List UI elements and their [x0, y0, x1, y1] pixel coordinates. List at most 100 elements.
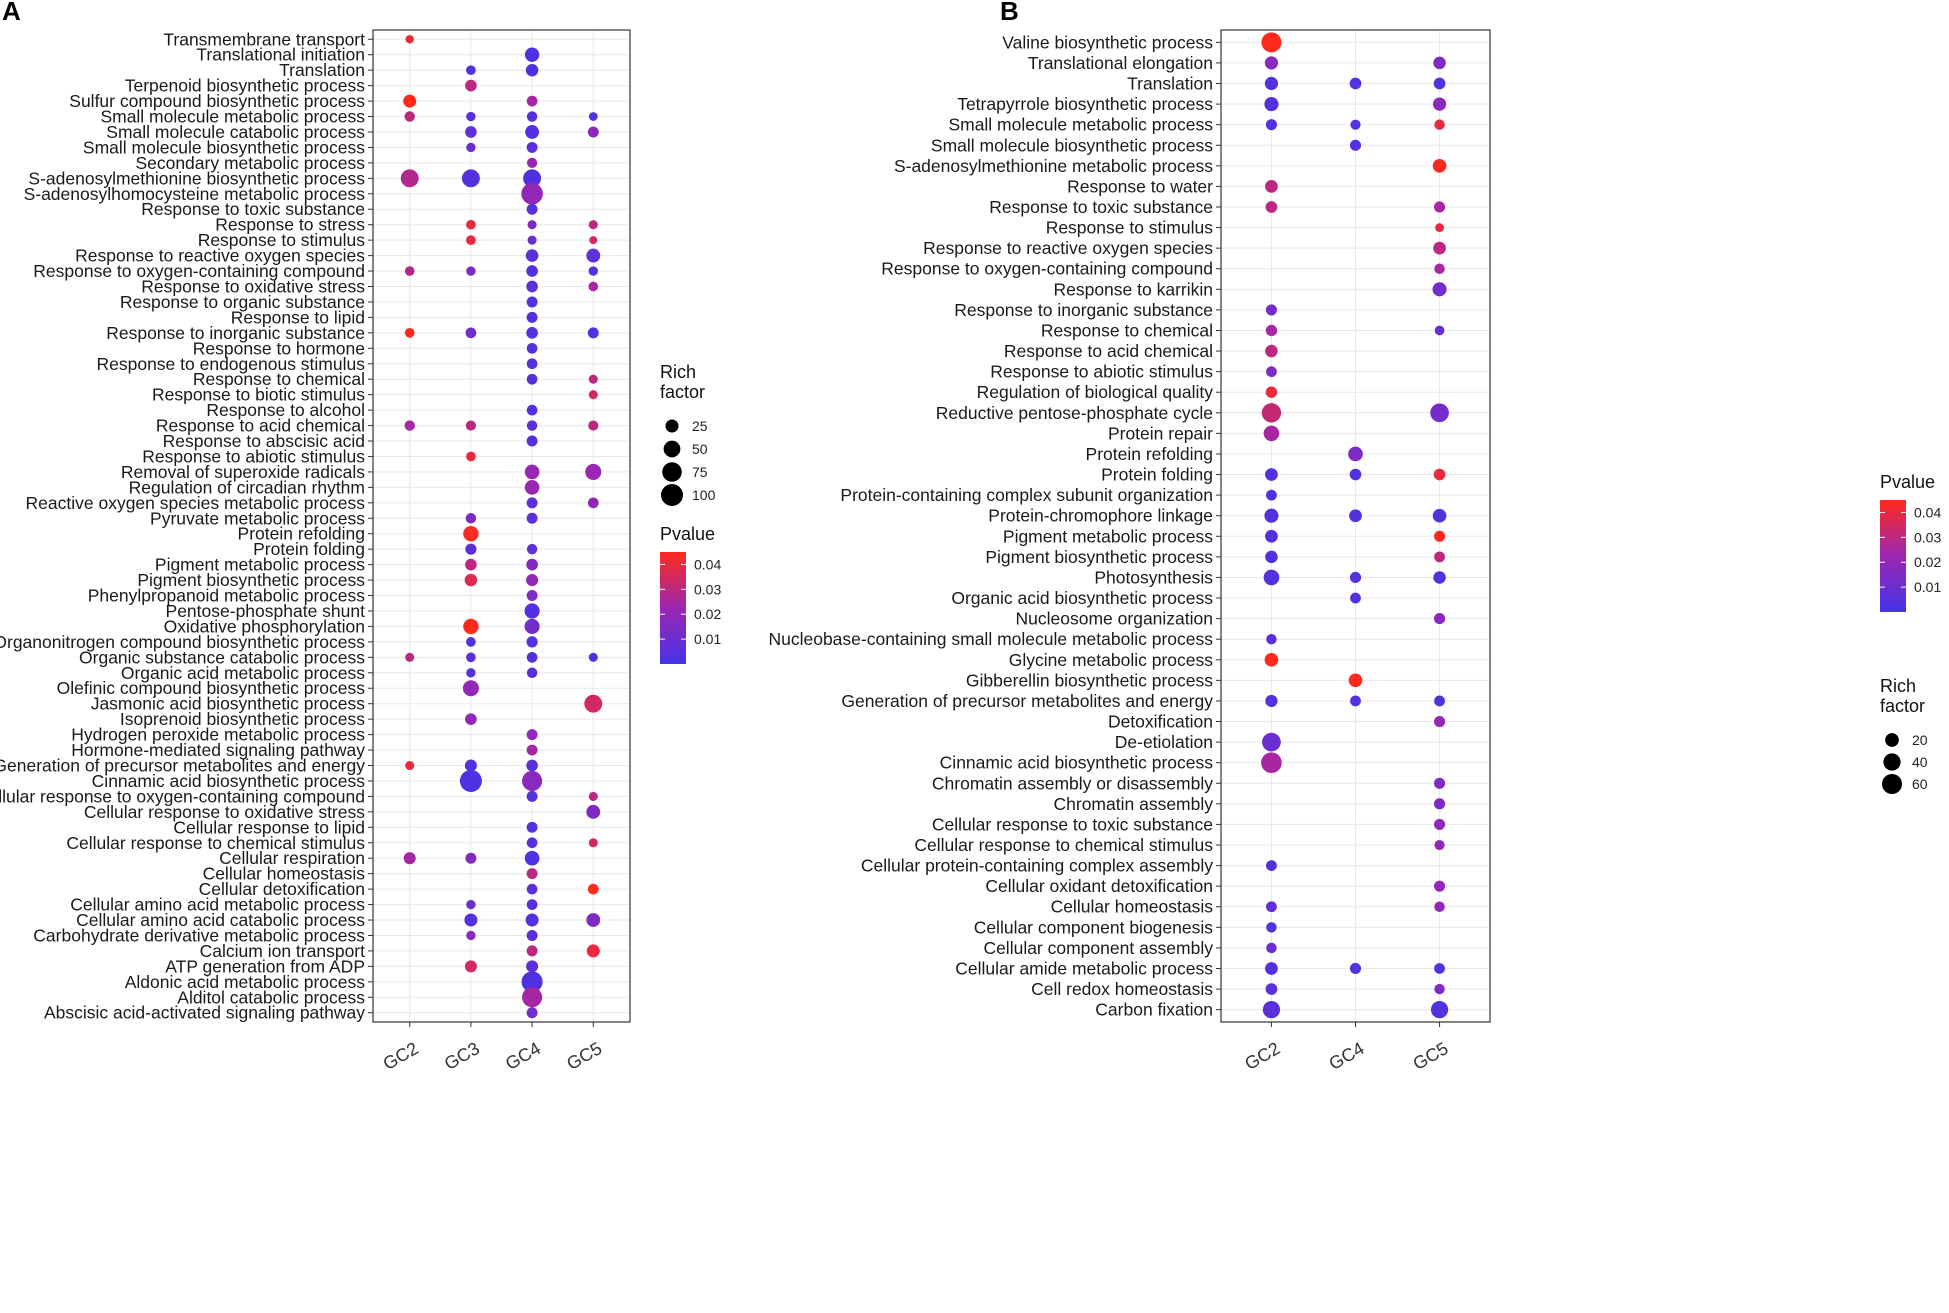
data-point [1434, 983, 1445, 995]
data-point [1265, 119, 1277, 131]
y-tick-label: Protein folding [253, 539, 365, 559]
color-legend: Pvalue 0.04 0.03 0.02 0.01 [660, 524, 721, 664]
data-point [461, 169, 480, 188]
data-point [1349, 77, 1362, 90]
y-tick-label: Generation of precursor metabolites and … [0, 756, 365, 776]
y-tick-label: Cellular response to oxidative stress [84, 802, 365, 822]
y-tick-label: Tetrapyrrole biosynthetic process [957, 94, 1213, 114]
y-tick-label: Translational initiation [196, 45, 365, 65]
y-tick-label: Response to abscisic acid [163, 431, 365, 451]
data-point [586, 248, 601, 263]
y-tick-label: Cellular protein-containing complex asse… [861, 856, 1213, 876]
data-point [1434, 695, 1445, 707]
panel-label-A: A [2, 0, 21, 26]
data-point [1430, 1001, 1449, 1019]
y-tick-label: Abscisic acid-activated signaling pathwa… [44, 1003, 365, 1023]
data-point [1432, 159, 1447, 173]
x-tick-label: GC5 [563, 1038, 605, 1074]
color-legend-label: 0.01 [694, 631, 721, 647]
y-tick-label: Olefinic compound biosynthetic process [57, 678, 366, 698]
data-point [523, 169, 542, 188]
data-point [1266, 366, 1277, 378]
data-point [466, 142, 476, 153]
data-point [465, 713, 477, 725]
data-point [466, 668, 476, 678]
data-point [588, 281, 599, 292]
y-tick-label: Protein folding [1101, 465, 1213, 485]
data-points [400, 35, 603, 1019]
y-tick-label: Detoxification [1108, 712, 1213, 732]
y-tick-label: Carbon fixation [1095, 1000, 1213, 1020]
y-tick-label: Reductive pentose-phosphate cycle [936, 403, 1213, 423]
y-tick-label: Translation [279, 60, 365, 80]
y-tick-label: Response to hormone [193, 338, 365, 358]
data-point [404, 420, 415, 431]
data-point [1434, 201, 1446, 213]
color-legend-label: 0.01 [1914, 579, 1941, 595]
color-legend-title: Pvalue [660, 524, 715, 544]
data-point [466, 652, 476, 663]
data-point [526, 558, 538, 571]
data-point [1261, 32, 1282, 53]
y-tick-label: Hormone-mediated signaling pathway [71, 740, 365, 760]
data-point [466, 65, 476, 76]
data-point [524, 850, 540, 866]
size-legend-label: 40 [1912, 754, 1928, 770]
data-point [526, 203, 538, 215]
y-tick-label: Response to biotic stimulus [152, 385, 365, 405]
size-legend-key [663, 440, 681, 458]
y-tick-label: Small molecule biosynthetic process [83, 137, 365, 157]
color-legend-label: 0.02 [1914, 554, 1941, 570]
y-tick-label: Protein repair [1108, 423, 1213, 443]
y-tick-label: Cellular detoxification [199, 879, 365, 899]
data-point [465, 126, 477, 138]
data-point [526, 945, 538, 957]
data-point [1265, 386, 1278, 398]
data-point [524, 603, 540, 619]
data-point [525, 63, 539, 77]
data-point [588, 220, 598, 230]
y-tick-label: Small molecule metabolic process [948, 115, 1213, 135]
data-point [1432, 97, 1447, 111]
data-point [526, 497, 538, 509]
data-point [465, 852, 477, 864]
y-tick-label: Organonitrogen compound biosynthetic pro… [0, 632, 365, 652]
data-point [585, 463, 602, 480]
y-tick-label: Response to oxidative stress [141, 276, 365, 296]
data-point [524, 480, 540, 495]
data-point [526, 342, 538, 354]
size-legend-title: factor [660, 382, 705, 402]
y-tick-label: Protein refolding [1086, 444, 1213, 464]
data-point [524, 464, 540, 480]
data-point [464, 759, 477, 772]
data-point [1265, 324, 1278, 337]
data-point [521, 971, 543, 993]
panel-B: B Valine biosynthetic processTranslationa… [768, 0, 1941, 1074]
y-tick-label: Cell redox homeostasis [1031, 979, 1213, 999]
y-tick-label: Response to endogenous stimulus [96, 354, 365, 374]
data-point [526, 868, 538, 880]
data-points [1261, 32, 1449, 1019]
data-point [1434, 119, 1445, 130]
y-tick-label: Protein refolding [238, 524, 365, 544]
color-legend-label: 0.04 [694, 556, 721, 572]
y-tick-label: Oxidative phosphorylation [164, 616, 365, 636]
data-point [464, 913, 478, 927]
data-point [589, 236, 598, 245]
y-tick-label: Translation [1127, 74, 1213, 94]
y-tick-label: Small molecule catabolic process [106, 122, 365, 142]
data-point [1266, 489, 1277, 501]
data-point [465, 79, 477, 92]
data-point [526, 373, 538, 385]
data-point [1348, 673, 1363, 688]
data-point [465, 420, 477, 431]
data-point [526, 667, 538, 679]
y-tick-label: Cellular response to toxic substance [932, 814, 1213, 834]
y-tick-label: Organic acid metabolic process [121, 663, 365, 683]
data-point [1349, 139, 1362, 151]
color-legend: Pvalue 0.04 0.03 0.02 0.01 [1880, 472, 1941, 612]
color-legend-bar [660, 552, 686, 664]
